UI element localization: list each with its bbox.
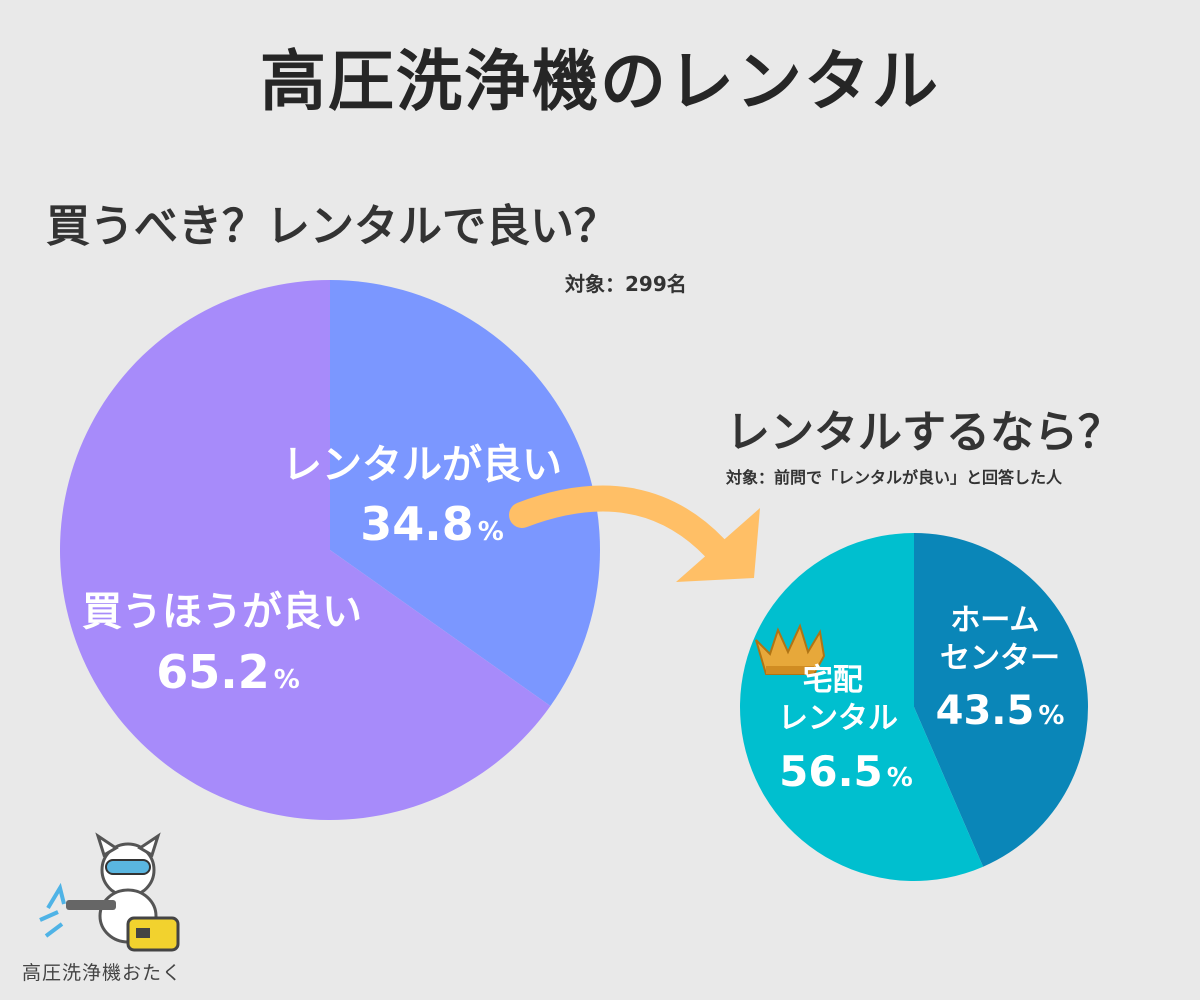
chart2-title: レンタルするなら？ bbox=[726, 407, 1122, 458]
page-title: 高圧洗浄機のレンタル bbox=[260, 43, 940, 120]
pie2-slice-1 bbox=[740, 533, 984, 881]
pie-chart-rental-type bbox=[740, 533, 1089, 881]
chart2-subtitle: 対象：前問で「レンタルが良い」と回答した人 bbox=[726, 468, 1063, 487]
slice-value-delivery: 56.5% bbox=[779, 747, 913, 796]
arrow-icon bbox=[509, 485, 760, 582]
chart1-labels: レンタルが良い 34.8% 買うほうが良い 65.2% bbox=[82, 442, 562, 699]
mascot-dog-logo bbox=[39, 832, 180, 952]
crown-icon bbox=[755, 623, 826, 675]
brand-name: 高圧洗浄機おたく bbox=[22, 962, 183, 984]
slice-value-homecenter: 43.5% bbox=[936, 688, 1065, 734]
pie1-slice-0 bbox=[330, 280, 601, 706]
chart1-title: 買うべき？レンタルで良い？ bbox=[46, 201, 618, 252]
slice-value-rent: 34.8% bbox=[360, 497, 504, 551]
slice-label-rent: レンタルが良い bbox=[282, 442, 562, 488]
slice-value-buy: 65.2% bbox=[156, 645, 300, 699]
slice-label-buy: 買うほうが良い bbox=[82, 589, 362, 635]
pie2-slice-0 bbox=[914, 533, 1089, 867]
chart1-subtitle: 対象：299名 bbox=[565, 272, 687, 296]
slice-label-homecenter: ホーム センター bbox=[940, 603, 1060, 676]
chart2-labels: ホーム センター 43.5% 宅配 レンタル 56.5% bbox=[778, 603, 1064, 796]
pie-chart-buy-or-rent bbox=[60, 280, 601, 820]
pie1-slice-1 bbox=[60, 280, 551, 820]
slice-label-delivery: 宅配 レンタル bbox=[778, 663, 898, 736]
